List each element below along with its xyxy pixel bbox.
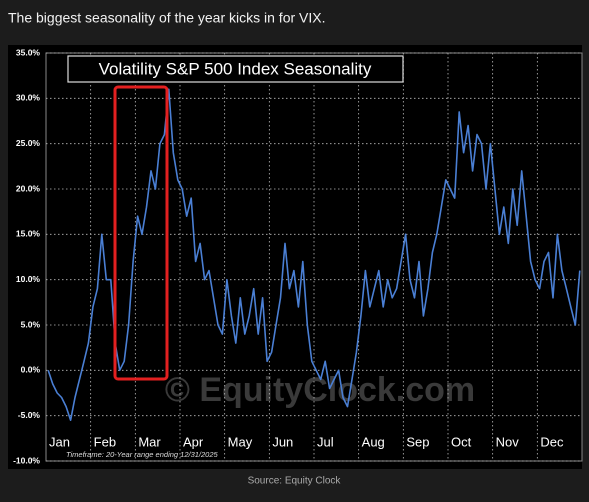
y-tick-label: 15.0% (16, 229, 41, 239)
y-tick-label: 20.0% (16, 183, 41, 193)
x-tick-label: Jan (49, 434, 70, 449)
data-line (47, 88, 581, 421)
x-tick-label: Aug (362, 434, 385, 449)
y-tick-label: -5.0% (18, 410, 41, 420)
y-tick-label: 0.0% (21, 365, 41, 375)
y-tick-label: 35.0% (16, 47, 41, 57)
x-tick-label: Feb (94, 434, 116, 449)
x-tick-label: Jun (272, 434, 293, 449)
x-tick-label: Dec (540, 434, 564, 449)
highlight-box (113, 85, 169, 381)
x-tick-label: Jul (317, 434, 334, 449)
y-tick-label: 5.0% (21, 319, 41, 329)
y-tick-label: 25.0% (16, 138, 41, 148)
x-tick-label: Mar (138, 434, 161, 449)
title-box (67, 55, 404, 83)
x-tick-label: Apr (183, 434, 204, 449)
chart-title: Volatility S&P 500 Index Seasonality (99, 59, 372, 78)
header: The biggest seasonality of the year kick… (8, 10, 326, 26)
x-tick-label: May (228, 434, 253, 449)
y-tick-label: 10.0% (16, 274, 41, 284)
x-tick-label: Sep (406, 434, 429, 449)
timeframe-note: Timeframe: 20-Year range ending 12/31/20… (66, 450, 219, 459)
x-tick-label: Oct (451, 434, 472, 449)
y-tick-label: -10.0% (13, 455, 40, 465)
x-tick-label: Nov (496, 434, 520, 449)
y-tick-label: 30.0% (16, 93, 41, 103)
source: Source: Equity Clock (248, 476, 342, 487)
